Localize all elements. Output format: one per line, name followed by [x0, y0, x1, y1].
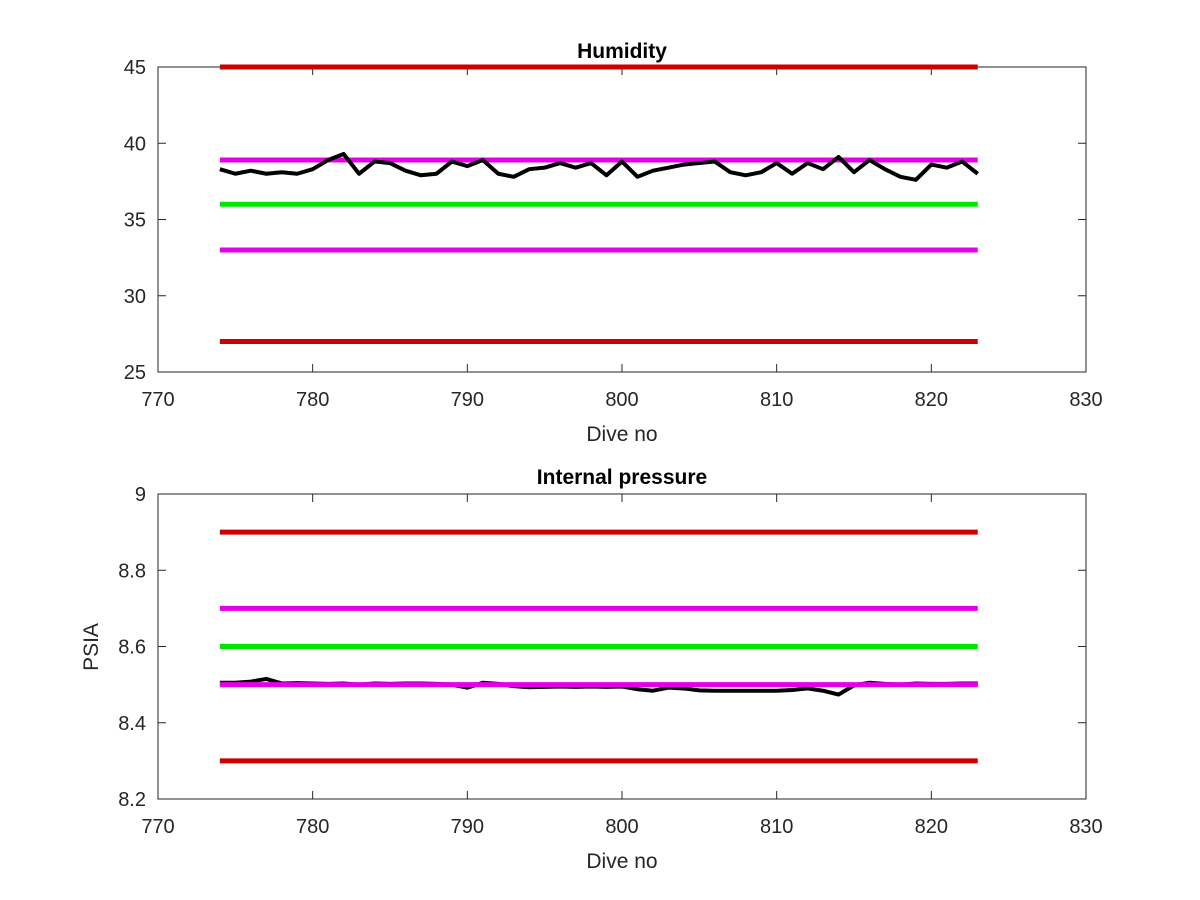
pressure-y-tick-label: 8.8: [118, 560, 146, 582]
pressure-x-tick-labels: 770 780 790 800 810 820 830: [141, 816, 1102, 838]
pressure-x-tick-label: 790: [451, 816, 484, 838]
pressure-x-tick-label: 810: [760, 816, 793, 838]
pressure-reference-lines: [219, 529, 978, 764]
pressure-x-tick-label: 830: [1069, 816, 1102, 838]
pressure-series: [219, 676, 978, 697]
pressure-x-tick-label: 820: [915, 816, 948, 838]
humidity-title: Humidity: [577, 40, 667, 63]
humidity-x-tick-label: 810: [760, 389, 793, 411]
humidity-x-tick-label: 790: [451, 389, 484, 411]
humidity-x-tick-label: 800: [605, 389, 638, 411]
pressure-title: Internal pressure: [537, 466, 707, 489]
humidity-chart: 770 780 790 800 810 820 830 25 30 35 40 45 Humidit…: [124, 40, 1103, 446]
pressure-y-tick-label: 9: [135, 484, 146, 506]
pressure-x-tick-label: 770: [141, 816, 174, 838]
humidity-y-tick-label: 40: [124, 133, 146, 155]
humidity-series: [219, 151, 979, 182]
humidity-series-line: [219, 151, 979, 182]
internal-pressure-chart: 770 780 790 800 810 820 830 8.2 8.4 8.6 8.8 9 Inte…: [80, 466, 1103, 873]
humidity-x-axis-label: Dive no: [586, 423, 657, 446]
humidity-y-tick-label: 45: [124, 57, 146, 79]
pressure-y-tick-label: 8.6: [118, 637, 146, 659]
humidity-x-tick-label: 820: [915, 389, 948, 411]
pressure-ticks: [157, 493, 1087, 800]
humidity-y-tick-labels: 25 30 35 40 45: [124, 57, 146, 384]
humidity-x-tick-labels: 770 780 790 800 810 820 830: [141, 389, 1102, 411]
humidity-x-tick-label: 770: [141, 389, 174, 411]
pressure-x-tick-label: 800: [605, 816, 638, 838]
pressure-y-axis-label: PSIA: [80, 623, 103, 671]
humidity-y-tick-label: 25: [124, 362, 146, 384]
humidity-y-tick-label: 35: [124, 210, 146, 232]
pressure-x-tick-label: 780: [296, 816, 329, 838]
humidity-x-tick-label: 780: [296, 389, 329, 411]
humidity-x-tick-label: 830: [1069, 389, 1102, 411]
pressure-y-tick-labels: 8.2 8.4 8.6 8.8 9: [118, 484, 146, 811]
pressure-y-tick-label: 8.2: [118, 789, 146, 811]
humidity-y-tick-label: 30: [124, 286, 146, 308]
pressure-y-tick-label: 8.4: [118, 713, 146, 735]
humidity-axes-box: [157, 66, 1087, 373]
pressure-x-axis-label: Dive no: [586, 850, 657, 873]
